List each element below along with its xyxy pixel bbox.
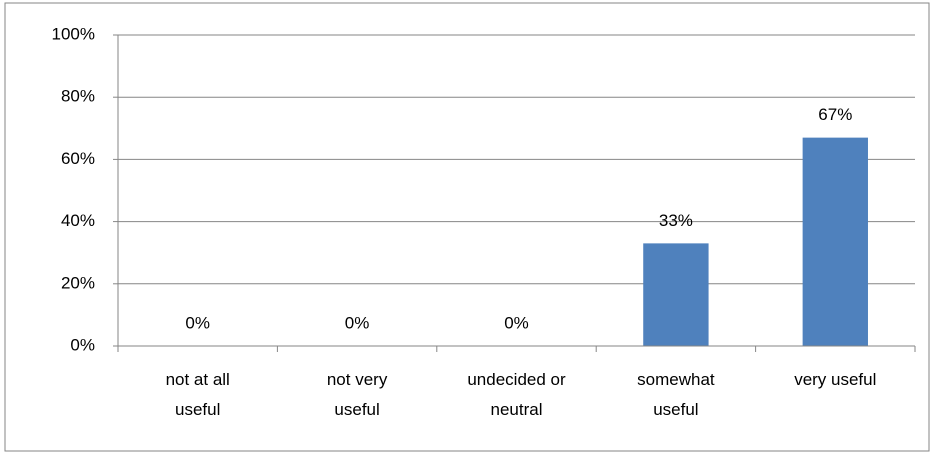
value-label: 0%	[345, 313, 370, 332]
y-tick-label: 40%	[61, 211, 95, 230]
y-tick-label: 60%	[61, 149, 95, 168]
x-tick-label: not very useful	[327, 370, 388, 419]
value-label: 67%	[818, 105, 852, 124]
bar	[643, 243, 709, 346]
value-label: 0%	[185, 313, 210, 332]
x-tick-label: very useful	[794, 370, 876, 389]
value-label: 0%	[504, 313, 529, 332]
x-tick-label: somewhat useful	[637, 370, 715, 419]
x-tick-label: undecided or neutral	[467, 370, 566, 419]
y-tick-label: 80%	[61, 87, 95, 106]
value-label: 33%	[659, 211, 693, 230]
chart-border	[4, 2, 930, 452]
bar	[802, 137, 868, 346]
y-tick-label: 0%	[70, 335, 95, 354]
y-tick-label: 100%	[52, 24, 95, 43]
y-tick-label: 20%	[61, 273, 95, 292]
x-tick-label: not at all useful	[166, 370, 230, 419]
